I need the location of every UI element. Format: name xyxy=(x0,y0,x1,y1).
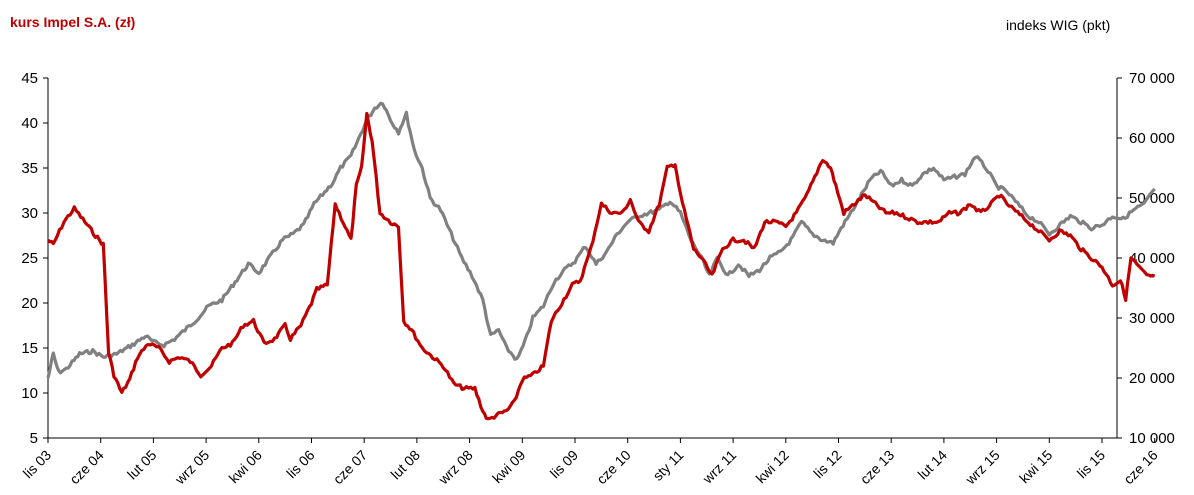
x-tick-label: lut 08 xyxy=(387,447,423,483)
x-tick-label: kwi 06 xyxy=(226,447,266,487)
x-tick-label: lut 05 xyxy=(124,447,160,483)
x-tick-label: wrz 11 xyxy=(699,447,740,488)
left-tick-label: 35 xyxy=(21,160,38,177)
impel-series-group xyxy=(46,111,1156,421)
left-tick-label: 5 xyxy=(30,430,38,447)
right-tick-label: 20 000 xyxy=(1129,370,1175,387)
right-tick-label: 50 000 xyxy=(1129,190,1175,207)
right-tick-label: 40 000 xyxy=(1129,250,1175,267)
wig-line xyxy=(46,101,1156,379)
x-tick-label: wrz 15 xyxy=(962,447,1003,488)
x-tick-label: lis 12 xyxy=(810,447,845,482)
left-axis-title: kurs Impel S.A. (zł) xyxy=(10,14,136,30)
x-tick-label: lut 14 xyxy=(914,447,950,483)
x-tick-label: lis 06 xyxy=(283,447,318,482)
wig-series-group xyxy=(46,101,1156,379)
axes-group: 5 10 15 20 25 30 35 40 45 10 000 20 000 30 000 40 00… xyxy=(20,70,1175,488)
left-tick-label: 20 xyxy=(21,295,38,312)
impel-line xyxy=(46,111,1156,421)
left-tick-label: 45 xyxy=(21,70,38,87)
x-tick-label: kwi 15 xyxy=(1016,447,1056,487)
right-tick-label: 30 000 xyxy=(1129,310,1175,327)
x-tick-label: lis 09 xyxy=(547,447,582,482)
right-tick-label: 10 000 xyxy=(1129,430,1175,447)
x-tick-label: cze 04 xyxy=(66,447,107,488)
x-tick-label: cze 16 xyxy=(1120,447,1161,488)
left-tick-label: 25 xyxy=(21,250,38,267)
x-tick-label: wrz 05 xyxy=(171,447,212,488)
left-tick-label: 10 xyxy=(21,385,38,402)
left-tick-label: 30 xyxy=(21,205,38,222)
x-tick-label: lis 03 xyxy=(20,447,55,482)
x-tick-label: cze 10 xyxy=(593,447,634,488)
right-tick-label: 60 000 xyxy=(1129,130,1175,147)
x-tick-label: cze 07 xyxy=(330,447,371,488)
x-tick-label: sty 11 xyxy=(650,447,687,484)
right-tick-label: 70 000 xyxy=(1129,70,1175,87)
x-tick-label: kwi 09 xyxy=(489,447,529,487)
right-axis-title: indeks WIG (pkt) xyxy=(1006,17,1111,33)
left-tick-label: 40 xyxy=(21,115,38,132)
x-tick-label: kwi 12 xyxy=(753,447,793,487)
x-tick-label: wrz 08 xyxy=(435,447,476,488)
x-tick-label: cze 13 xyxy=(857,447,898,488)
x-tick-label: lis 15 xyxy=(1074,447,1109,482)
left-tick-label: 15 xyxy=(21,340,38,357)
